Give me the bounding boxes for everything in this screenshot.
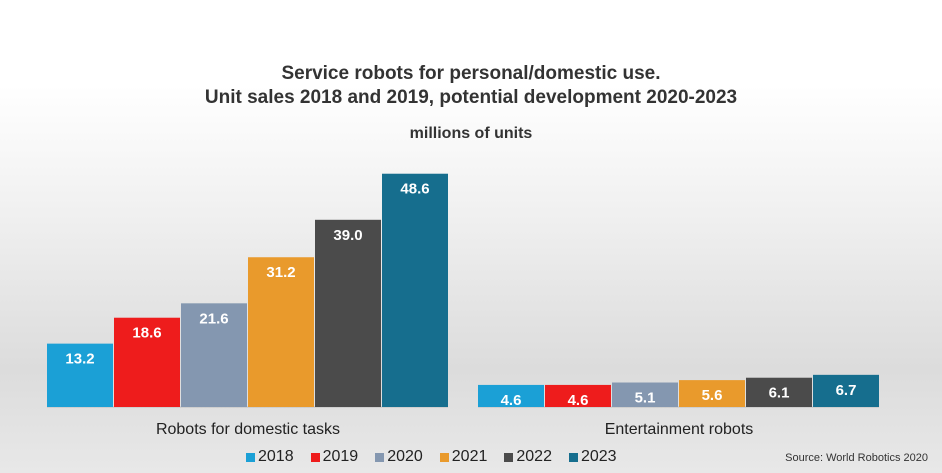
legend-item-2018: 2018 xyxy=(246,448,294,466)
legend-label-2018: 2018 xyxy=(258,448,294,465)
bar-2019-1 xyxy=(545,384,611,407)
bar-2020-0 xyxy=(181,303,247,407)
source-note: Source: World Robotics 2020 xyxy=(785,452,928,464)
data-label-2018-0: 13.2 xyxy=(65,351,94,368)
legend-swatch-2021 xyxy=(439,452,449,462)
legend-swatch-2022 xyxy=(504,452,514,462)
chart-legend: 2018 2019 2020 2021 2022 2023 xyxy=(246,448,634,466)
bar-2022-0 xyxy=(315,219,381,407)
data-label-2018-1: 4.6 xyxy=(501,392,522,409)
data-label-2023-0: 48.6 xyxy=(400,181,429,198)
legend-item-2021: 2021 xyxy=(439,448,488,466)
chart-title-line-1: Service robots for personal/domestic use… xyxy=(281,63,661,84)
bar-2023-0 xyxy=(382,173,448,407)
legend-label-2023: 2023 xyxy=(580,448,617,465)
bar-2021-1 xyxy=(679,380,745,407)
category-label-1: Entertainment robots xyxy=(605,421,754,438)
chart-subtitle: millions of units xyxy=(409,125,533,142)
data-label-2021-1: 5.6 xyxy=(702,387,723,404)
legend-label-2022: 2022 xyxy=(516,448,552,465)
data-label-2022-1: 6.1 xyxy=(769,385,790,402)
bar-2021-0 xyxy=(248,257,314,407)
legend-item-2020: 2020 xyxy=(375,448,423,466)
bar-2019-0 xyxy=(114,317,180,407)
data-label-2020-0: 21.6 xyxy=(199,310,228,327)
data-label-2019-1: 4.6 xyxy=(568,392,589,409)
bar-2018-1 xyxy=(478,384,544,407)
bar-2020-1 xyxy=(612,382,678,407)
chart-title: Service robots for personal/domestic use… xyxy=(0,62,942,110)
legend-item-2023: 2023 xyxy=(568,448,617,466)
legend-item-2019: 2019 xyxy=(310,448,359,466)
legend-swatch-2018 xyxy=(246,452,255,462)
legend-swatch-2020 xyxy=(375,452,385,462)
data-label-2022-0: 39.0 xyxy=(333,227,362,244)
data-label-2021-0: 31.2 xyxy=(266,264,295,281)
data-label-2023-1: 6.7 xyxy=(836,382,857,399)
legend-label-2019: 2019 xyxy=(322,448,359,465)
bar-2018-0 xyxy=(47,343,113,407)
legend-label-2020: 2020 xyxy=(387,448,423,465)
legend-label-2021: 2021 xyxy=(451,448,488,465)
data-label-2020-1: 5.1 xyxy=(635,390,656,407)
legend-swatch-2019 xyxy=(310,452,320,462)
legend-swatch-2023 xyxy=(568,452,578,462)
category-label-0: Robots for domestic tasks xyxy=(156,421,340,438)
chart-title-line-2: Unit sales 2018 and 2019, potential deve… xyxy=(204,87,738,108)
bar-2022-1 xyxy=(746,377,812,407)
bar-2023-1 xyxy=(813,374,879,407)
data-label-2019-0: 18.6 xyxy=(132,325,161,342)
legend-item-2022: 2022 xyxy=(504,448,552,466)
